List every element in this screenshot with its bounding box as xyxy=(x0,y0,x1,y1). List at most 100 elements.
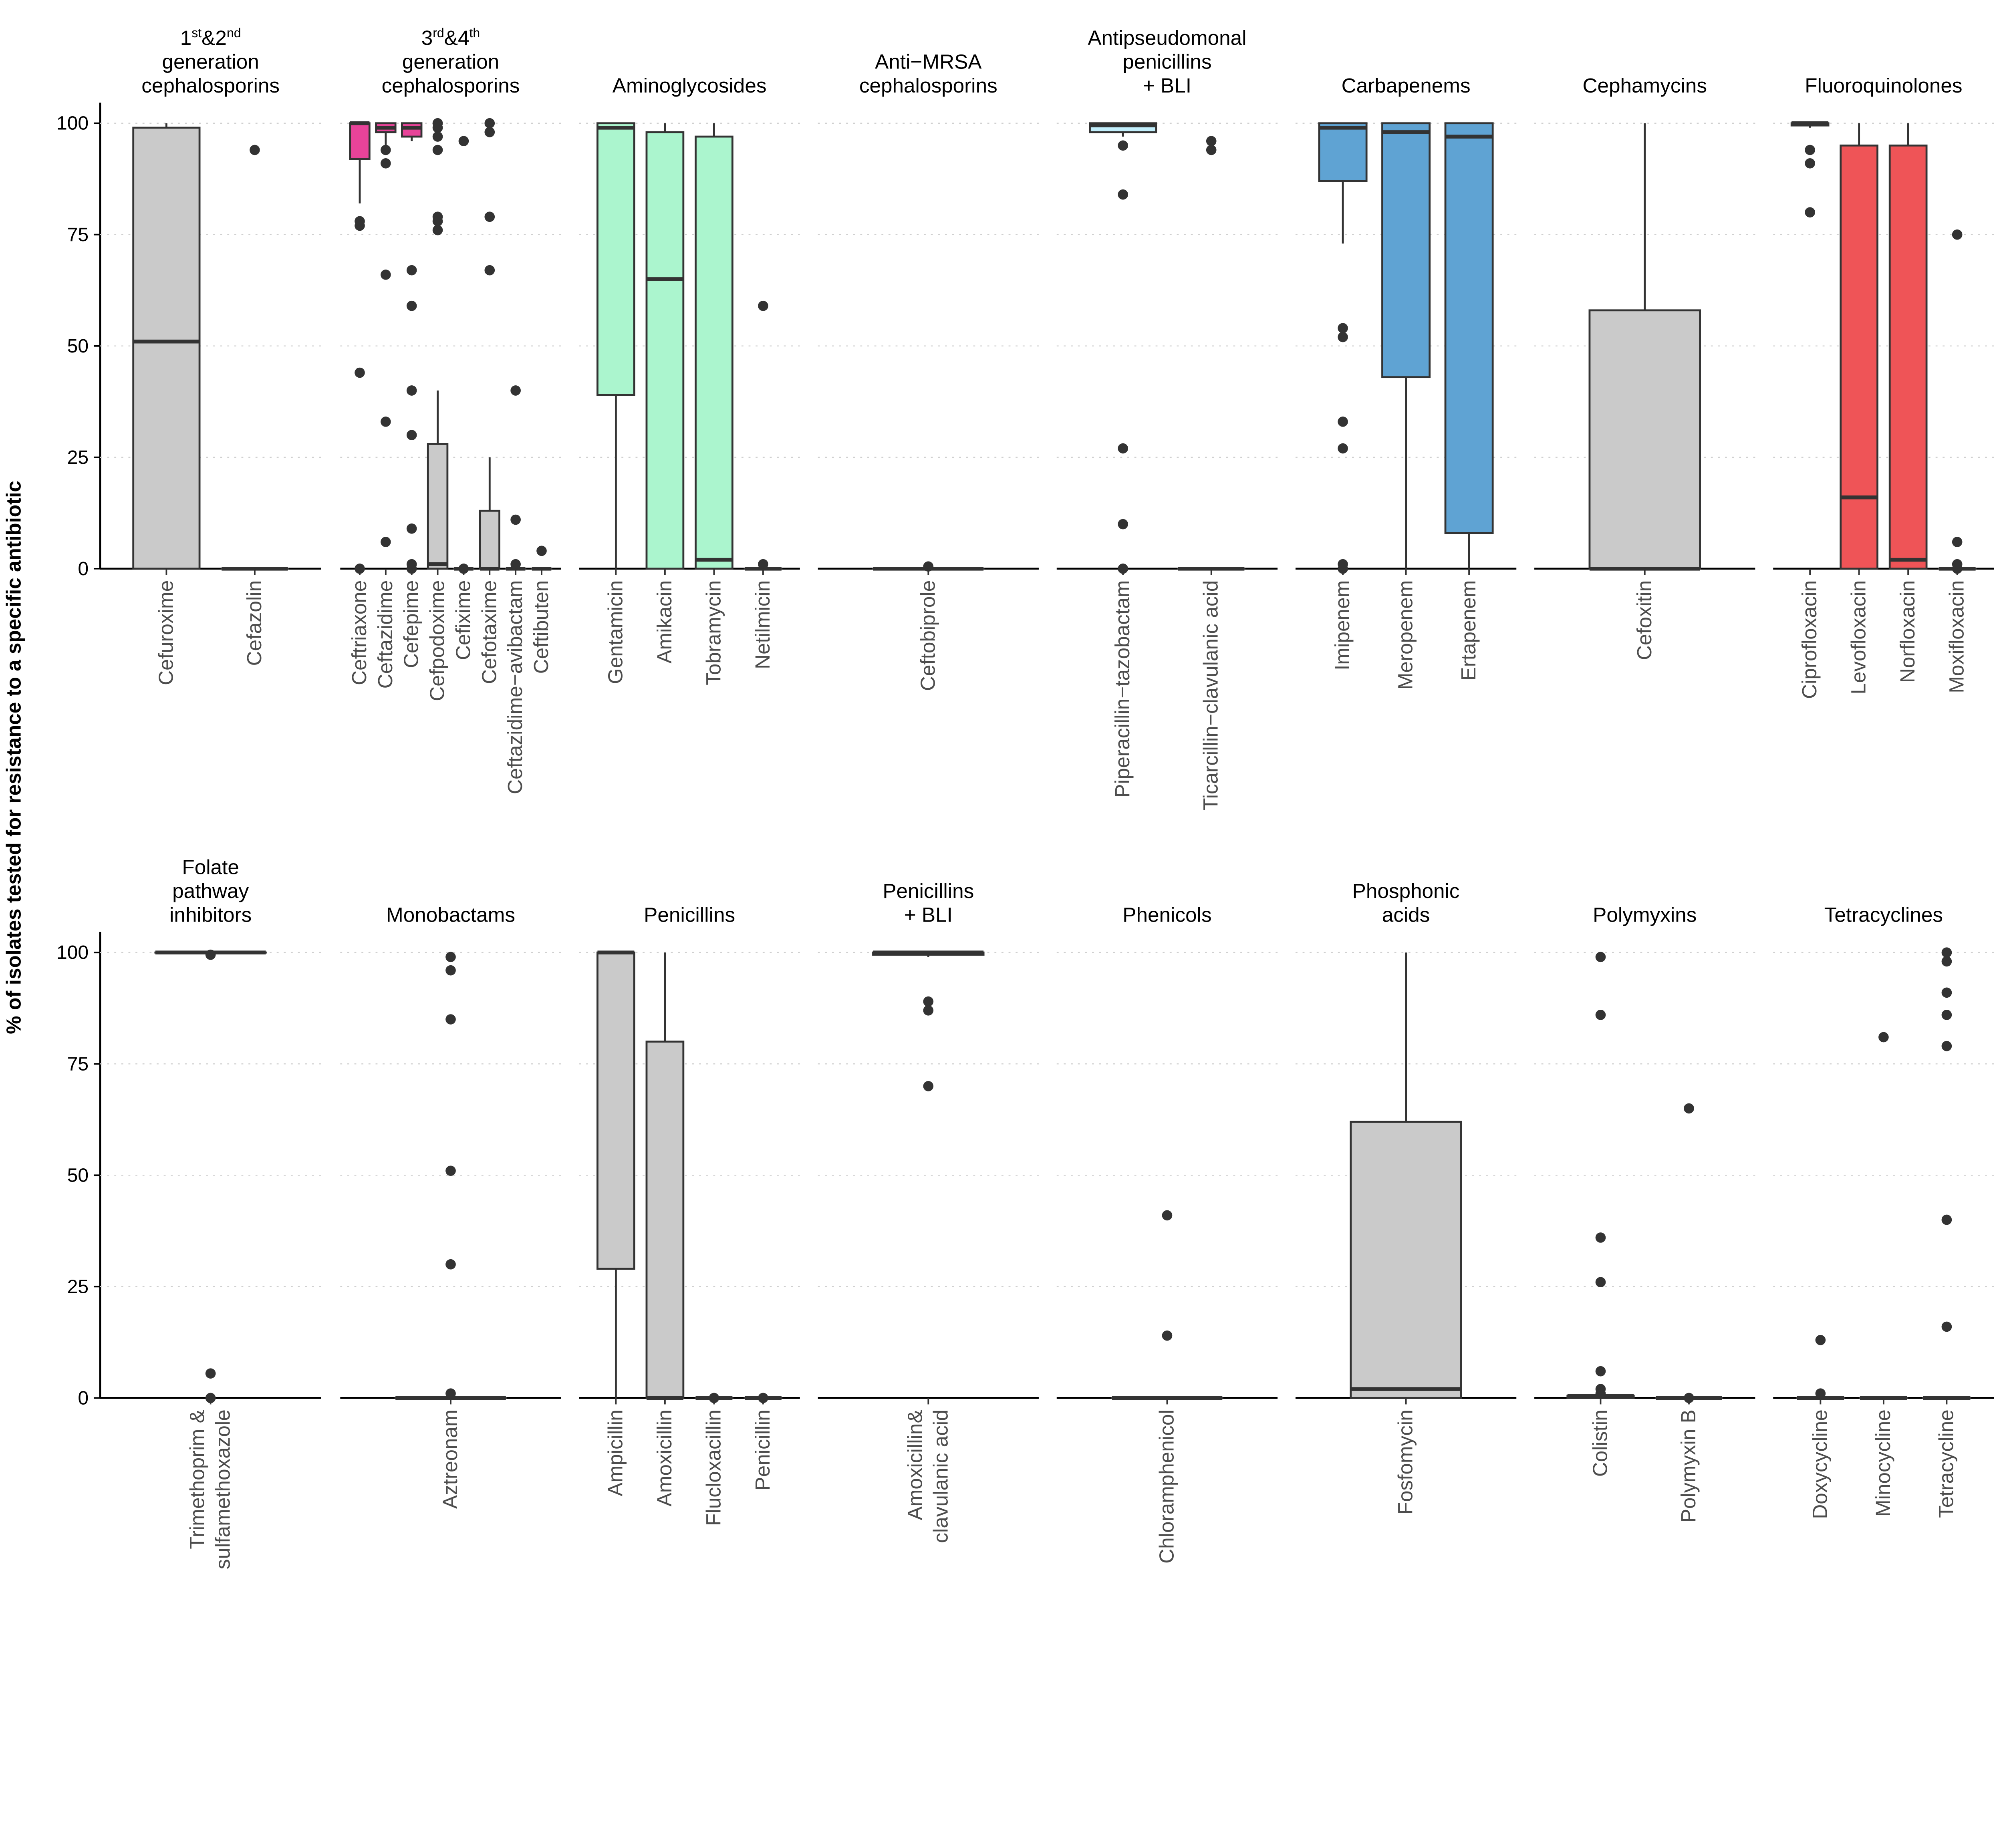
box xyxy=(695,135,733,570)
panel: Carbapenems Imipenem Meropenem Ertapenem xyxy=(1295,74,1517,690)
x-tick-label: Amoxicillin& clavulanic acid xyxy=(903,1409,952,1543)
y-tick-label: 25 xyxy=(67,447,89,468)
box xyxy=(596,122,635,396)
x-tick-label: Minocycline xyxy=(1872,1409,1894,1517)
x-tick-label: Chloramphenicol xyxy=(1155,1409,1178,1564)
outlier-point xyxy=(445,1259,456,1270)
box xyxy=(596,951,635,1270)
outlier-point xyxy=(432,131,443,142)
outlier-point xyxy=(381,537,391,547)
outlier-point xyxy=(1206,145,1217,155)
outlier-point xyxy=(1805,158,1815,169)
y-tick-label: 0 xyxy=(78,558,89,580)
panel: Tetracyclines Doxycycline Minocycline Tetra… xyxy=(1773,903,1994,1519)
box xyxy=(1318,122,1368,182)
box-netilmicin: Netilmicin xyxy=(744,300,783,669)
panel-title: acids xyxy=(1382,903,1430,926)
outlier-point xyxy=(1338,443,1348,454)
outlier-point xyxy=(445,952,456,962)
outlier-point xyxy=(355,220,365,231)
outlier-point xyxy=(1595,1388,1606,1399)
outlier-point xyxy=(381,158,391,169)
box-tetracycline: Tetracycline xyxy=(1922,947,1971,1518)
box-chloramphenicol: Chloramphenicol xyxy=(1111,1210,1223,1564)
x-tick-label: Doxycycline xyxy=(1808,1409,1831,1519)
outlier-point xyxy=(758,559,768,570)
outlier-point xyxy=(923,1005,934,1016)
panel-title: inhibitors xyxy=(169,903,252,926)
box-cefepime: Cefepime xyxy=(400,122,423,668)
box-flucloxacillin: Flucloxacillin xyxy=(695,1393,733,1526)
panel-title: Penicillins xyxy=(644,903,735,926)
x-tick-label: Cefazolin xyxy=(243,580,266,666)
outlier-point xyxy=(510,514,521,525)
outlier-point xyxy=(458,564,469,574)
box-piperacillin-tazobactam: Piperacillin−tazobactam xyxy=(1089,122,1157,798)
x-tick-label-line: Piperacillin−tazobactam xyxy=(1111,580,1134,798)
x-tick-label: Tobramycin xyxy=(702,580,725,685)
box-ceftazidime-avibactam: Ceftazidime−avibactam xyxy=(504,385,526,794)
panel-title: cephalosporins xyxy=(382,74,520,97)
outlier-point xyxy=(1595,1366,1606,1377)
x-tick-label: Penicillin xyxy=(751,1409,774,1490)
x-tick-label: Levofloxacin xyxy=(1847,580,1870,695)
outlier-point xyxy=(1338,332,1348,342)
x-tick-label: Cefpodoxime xyxy=(426,580,449,701)
outlier-point xyxy=(1941,1321,1952,1332)
outlier-point xyxy=(381,417,391,427)
panel-title: Phosphonic xyxy=(1352,880,1460,902)
y-tick-label: 50 xyxy=(67,335,89,357)
box-ampicillin: Ampicillin xyxy=(596,950,635,1496)
outlier-point xyxy=(1118,189,1128,200)
y-tick-label: 50 xyxy=(67,1164,89,1186)
x-tick-label: Cefuroxime xyxy=(154,580,177,685)
x-tick-label-line: Flucloxacillin xyxy=(702,1409,725,1526)
outlier-point xyxy=(484,211,495,222)
x-tick-label-line: Trimethoprim & xyxy=(186,1409,209,1549)
y-tick-label: 0 xyxy=(78,1387,89,1409)
outlier-point xyxy=(458,136,469,146)
x-tick-label-line: Ciprofloxacin xyxy=(1798,580,1821,699)
panel-title: Carbapenems xyxy=(1342,74,1471,97)
x-tick-label: Tetracycline xyxy=(1934,1409,1957,1518)
outlier-point xyxy=(1595,1232,1606,1243)
box-cefixime: Cefixime xyxy=(451,136,474,660)
boxplot-chart: % of isolates tested for resistance to a… xyxy=(2,26,1994,1569)
outlier-point xyxy=(1941,947,1952,958)
x-tick-label: Piperacillin−tazobactam xyxy=(1111,580,1134,798)
panel-title: generation xyxy=(402,50,499,73)
outlier-point xyxy=(445,1014,456,1025)
outlier-point xyxy=(406,300,417,311)
x-tick-label: Gentamicin xyxy=(604,580,627,684)
x-tick-label: Polymyxin B xyxy=(1677,1409,1700,1522)
outlier-point xyxy=(1952,229,1963,240)
outlier-point xyxy=(1941,1041,1952,1051)
panel-title: Tetracyclines xyxy=(1824,903,1943,926)
outlier-point xyxy=(1684,1103,1694,1114)
outlier-point xyxy=(1941,987,1952,998)
x-tick-label: Ciprofloxacin xyxy=(1798,580,1821,699)
panel: Polymyxins Colistin Polymyxin B xyxy=(1534,903,1755,1522)
x-tick-label-line: Tetracycline xyxy=(1934,1409,1957,1518)
panel: Aminoglycosides Gentamicin Amikacin Tobramy… xyxy=(579,74,800,685)
x-tick-label-line: Moxifloxacin xyxy=(1945,580,1968,693)
box xyxy=(479,509,501,570)
x-tick-label-line: Amoxicillin xyxy=(653,1409,676,1506)
outlier-point xyxy=(1206,136,1217,146)
outlier-point xyxy=(432,216,443,227)
box xyxy=(427,443,449,570)
box xyxy=(645,131,685,570)
panel-title: Fluoroquinolones xyxy=(1805,74,1962,97)
y-tick-label: 75 xyxy=(67,224,89,246)
box-colistin: Colistin xyxy=(1566,952,1635,1477)
box-cefotaxime: Cefotaxime xyxy=(478,118,500,684)
y-tick-label: 100 xyxy=(56,942,89,963)
x-tick-label-line: sulfamethoxazole xyxy=(212,1409,234,1569)
outlier-point xyxy=(510,385,521,396)
x-tick-label-line: Amoxicillin& xyxy=(903,1409,926,1520)
panel-title: generation xyxy=(162,50,259,73)
